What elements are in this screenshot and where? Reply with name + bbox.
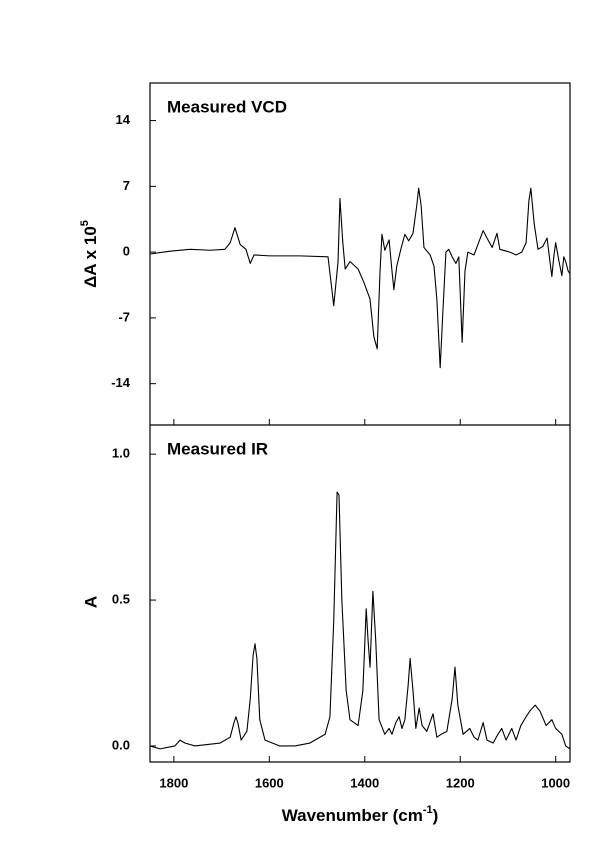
- x-tick-label: 1400: [350, 775, 379, 790]
- y-axis-label: ΔA x 105: [79, 220, 101, 288]
- y-tick-label: 0: [123, 244, 130, 259]
- y-axis-label-text: ΔA x 10: [81, 226, 100, 288]
- x-tick-label: 1800: [159, 775, 188, 790]
- x-tick-label: 1000: [541, 775, 570, 790]
- x-axis-label-text: Wavenumber (cm: [282, 806, 423, 825]
- annotation: Measured IR: [167, 439, 268, 458]
- y-axis-label-sup: 5: [79, 220, 91, 226]
- plot-frame: [149, 82, 571, 763]
- y-tick-label: 0.5: [112, 592, 130, 607]
- y-axis-label: A: [81, 596, 100, 608]
- spectrum-line: [149, 491, 571, 750]
- x-axis-label-sup: -1: [423, 804, 433, 816]
- annotation: Measured VCD: [167, 97, 287, 116]
- y-tick-label: -14: [111, 375, 131, 390]
- x-axis-label-end: ): [433, 806, 439, 825]
- spectrum-line: [149, 187, 571, 369]
- y-tick-label: -7: [118, 309, 130, 324]
- y-tick-label: 14: [116, 112, 131, 127]
- x-axis-label: Wavenumber (cm-1): [282, 804, 439, 826]
- x-tick-label: 1200: [446, 775, 475, 790]
- y-tick-label: 1.0: [112, 446, 130, 461]
- y-tick-label: 7: [123, 178, 130, 193]
- y-tick-label: 0.0: [112, 737, 130, 752]
- x-tick-label: 1600: [255, 775, 284, 790]
